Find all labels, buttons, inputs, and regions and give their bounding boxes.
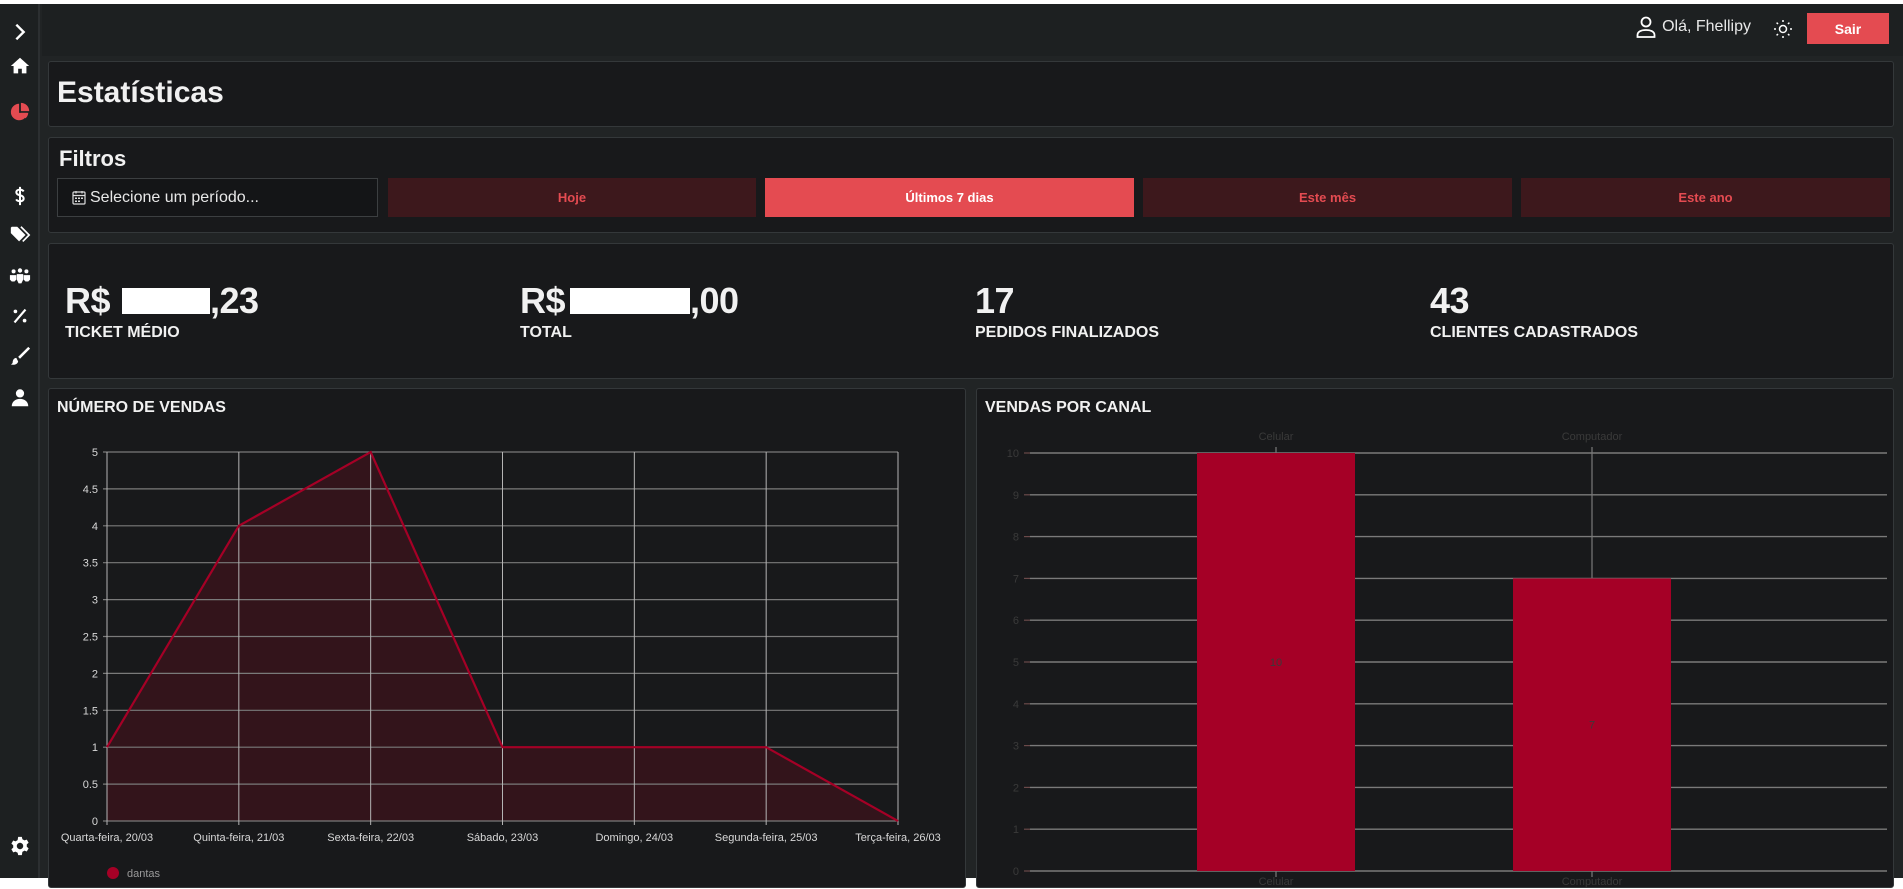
filter-last-7-days-button[interactable]: Últimos 7 dias [765, 178, 1134, 217]
y-tick-label: 1 [1013, 824, 1019, 836]
percent-icon[interactable] [8, 304, 32, 328]
home-icon[interactable] [8, 54, 32, 78]
y-tick-label: 7 [1013, 573, 1019, 585]
stat-total: R$ ,00 TOTAL [520, 280, 739, 342]
y-tick-label: 2 [92, 668, 98, 680]
y-tick-label: 0 [1013, 866, 1019, 878]
x-tick-label: Quinta-feira, 21/03 [193, 832, 284, 844]
dollar-icon[interactable] [8, 184, 32, 208]
user-outline-icon [1636, 16, 1656, 38]
y-tick-label: 4 [1013, 699, 1019, 711]
tags-icon[interactable] [8, 223, 32, 247]
user-greeting[interactable]: Olá, Fhellipy [1636, 16, 1751, 38]
x-tick-label: Terça-feira, 26/03 [855, 832, 941, 844]
category-label-top: Celular [1259, 431, 1294, 443]
y-tick-label: 0.5 [83, 779, 98, 791]
filters-title: Filtros [59, 146, 127, 171]
stat-suffix: ,23 [210, 280, 259, 321]
x-tick-label: Quarta-feira, 20/03 [61, 832, 153, 844]
filter-this-year-button[interactable]: Este ano [1521, 178, 1890, 217]
legend-label[interactable]: dantas [127, 868, 161, 880]
period-picker[interactable]: Selecione um período... [57, 178, 378, 217]
stat-value: 43 [1430, 280, 1470, 321]
y-tick-label: 4.5 [83, 484, 98, 496]
logout-button[interactable]: Sair [1807, 13, 1889, 44]
top-bar: Olá, Fhellipy Sair [42, 4, 1903, 56]
bar-value-label: 7 [1589, 720, 1595, 732]
y-tick-label: 8 [1013, 532, 1019, 544]
stat-prefix: R$ [520, 280, 566, 321]
y-tick-label: 5 [92, 447, 98, 459]
sales-area-chart[interactable]: 0 0.5 1 1.5 2 2.5 3 3.5 4 4.5 5 Quarta-feira, 20/03… [49, 389, 967, 889]
area-fill [107, 452, 898, 821]
calendar-icon [72, 191, 86, 205]
app-frame: Olá, Fhellipy Sair Estatísticas Filtros … [0, 4, 1903, 888]
y-tick-label: 3.5 [83, 558, 98, 570]
period-placeholder: Selecione um período... [90, 188, 259, 206]
x-tick-label: Sábado, 23/03 [467, 832, 539, 844]
redacted-value [570, 288, 691, 314]
bar[interactable] [1197, 453, 1355, 871]
stat-prefix: R$ [65, 280, 111, 321]
y-tick-label: 10 [1007, 448, 1019, 460]
user-icon[interactable] [8, 386, 32, 410]
channel-chart-card: VENDAS POR CANAL 0 1 2 3 4 5 6 7 8 9 10 Celular Celu… [976, 388, 1894, 888]
series-line [106, 450, 899, 822]
chevron-right-icon[interactable] [8, 20, 32, 44]
stat-value: 17 [975, 280, 1015, 321]
chart-title: VENDAS POR CANAL [985, 399, 1152, 416]
brush-icon[interactable] [8, 344, 32, 368]
y-tick-label: 5 [1013, 657, 1019, 669]
stat-clientes-cadastrados: 43 CLIENTES CADASTRADOS [1430, 280, 1638, 342]
y-tick-label: 6 [1013, 615, 1019, 627]
stats-card: R$ ,23 TICKET MÉDIO R$ ,00 TOTAL 17 PEDIDO… [48, 243, 1894, 379]
stat-label: TICKET MÉDIO [65, 324, 180, 341]
category-label-top: Computador [1562, 431, 1623, 443]
y-tick-label: 9 [1013, 490, 1019, 502]
sales-chart-card: NÚMERO DE VENDAS 0 0.5 1 1.5 2 2.5 3 3.5 4 4.5 5 Qu… [48, 388, 966, 888]
sidebar [0, 4, 40, 878]
bar[interactable] [1513, 578, 1671, 871]
stat-ticket-medio: R$ ,23 TICKET MÉDIO [65, 280, 259, 342]
stat-label: TOTAL [520, 324, 572, 341]
pie-chart-icon[interactable] [8, 100, 32, 124]
stat-pedidos-finalizados: 17 PEDIDOS FINALIZADOS [975, 280, 1159, 342]
stat-label: CLIENTES CADASTRADOS [1430, 324, 1639, 341]
stat-suffix: ,00 [690, 280, 739, 321]
y-tick-label: 3 [1013, 741, 1019, 753]
bar-value-label: 10 [1270, 657, 1282, 669]
gear-icon[interactable] [8, 834, 32, 858]
y-tick-label: 3 [92, 595, 98, 607]
y-tick-label: 0 [92, 816, 98, 828]
stat-label: PEDIDOS FINALIZADOS [975, 324, 1160, 341]
users-icon[interactable] [8, 264, 32, 288]
filters-card: Filtros Selecione um período... Hoje Últ… [48, 137, 1894, 233]
page-title: Estatísticas [57, 76, 224, 109]
redacted-value [122, 288, 211, 314]
x-tick-label: Domingo, 24/03 [595, 832, 673, 844]
filter-this-month-button[interactable]: Este mês [1143, 178, 1512, 217]
y-tick-label: 1 [92, 742, 98, 754]
page-title-card: Estatísticas [48, 61, 1894, 127]
filter-today-button[interactable]: Hoje [388, 178, 756, 217]
x-tick-label: Sexta-feira, 22/03 [327, 832, 414, 844]
y-tick-label: 4 [92, 521, 98, 533]
greeting-text: Olá, Fhellipy [1662, 18, 1751, 35]
y-tick-label: 2.5 [83, 632, 98, 644]
chart-title: NÚMERO DE VENDAS [57, 399, 226, 416]
sun-icon[interactable] [1773, 19, 1793, 39]
y-tick-label: 2 [1013, 782, 1019, 794]
x-tick-label: Segunda-feira, 25/03 [715, 832, 818, 844]
legend-dot [107, 867, 119, 879]
y-tick-label: 1.5 [83, 705, 98, 717]
channel-bar-chart[interactable]: 012345678910CelularCelular10ComputadorCo… [977, 389, 1895, 889]
